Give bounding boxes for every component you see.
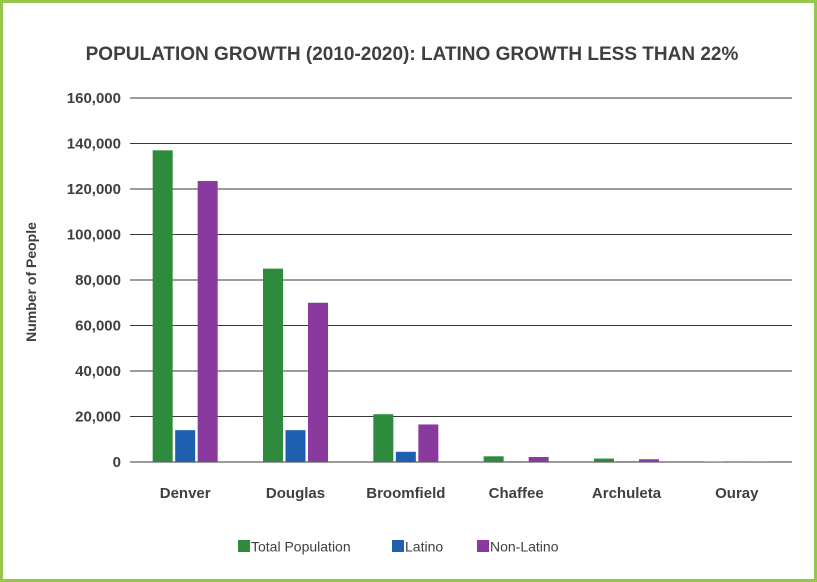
x-tick-label: Chaffee xyxy=(489,485,544,502)
y-tick-label: 100,000 xyxy=(67,227,121,244)
y-tick-label: 20,000 xyxy=(75,409,121,426)
bar-total-population-broomfield xyxy=(373,414,393,462)
legend-swatch xyxy=(392,540,404,552)
bar-total-population-archuleta xyxy=(594,459,614,462)
x-tick-label: Denver xyxy=(160,485,211,502)
bar-non-latino-douglas xyxy=(308,303,328,462)
y-tick-label: 120,000 xyxy=(67,181,121,198)
bar-latino-archuleta xyxy=(617,461,637,462)
y-tick-label: 140,000 xyxy=(67,136,121,153)
y-tick-label: 0 xyxy=(113,454,121,471)
bar-non-latino-archuleta xyxy=(639,459,659,462)
bar-latino-denver xyxy=(175,430,195,462)
bar-non-latino-denver xyxy=(198,181,218,462)
bar-non-latino-chaffee xyxy=(529,457,549,462)
bar-total-population-douglas xyxy=(263,269,283,462)
legend-label: Non-Latino xyxy=(490,539,559,555)
bar-latino-broomfield xyxy=(396,452,416,462)
bar-latino-douglas xyxy=(286,430,306,462)
x-tick-labels: Denver Douglas Broomfield Chaffee Archuleta O… xyxy=(160,485,759,502)
y-tick-labels: 0 20,000 40,000 60,000 80,000 100,000 120,000 1… xyxy=(67,90,121,471)
bars xyxy=(153,150,770,462)
y-tick-label: 80,000 xyxy=(75,272,121,289)
y-tick-label: 40,000 xyxy=(75,363,121,380)
legend-label: Latino xyxy=(405,539,443,555)
y-tick-label: 60,000 xyxy=(75,318,121,335)
bar-non-latino-broomfield xyxy=(418,424,438,462)
bar-latino-chaffee xyxy=(506,461,526,462)
x-tick-label: Douglas xyxy=(266,485,325,502)
y-tick-label: 160,000 xyxy=(67,90,121,107)
x-tick-label: Archuleta xyxy=(592,485,662,502)
bar-total-population-chaffee xyxy=(484,456,504,462)
x-tick-label: Ouray xyxy=(715,485,759,502)
legend: Total Population Latino Non-Latino xyxy=(238,539,559,555)
legend-label: Total Population xyxy=(251,539,351,555)
legend-swatch xyxy=(477,540,489,552)
x-tick-label: Broomfield xyxy=(366,485,445,502)
legend-swatch xyxy=(238,540,250,552)
bar-total-population-denver xyxy=(153,150,173,462)
chart-title: POPULATION GROWTH (2010-2020): LATINO GR… xyxy=(86,44,739,65)
y-axis-label: Number of People xyxy=(23,222,39,342)
gridlines xyxy=(130,98,792,462)
